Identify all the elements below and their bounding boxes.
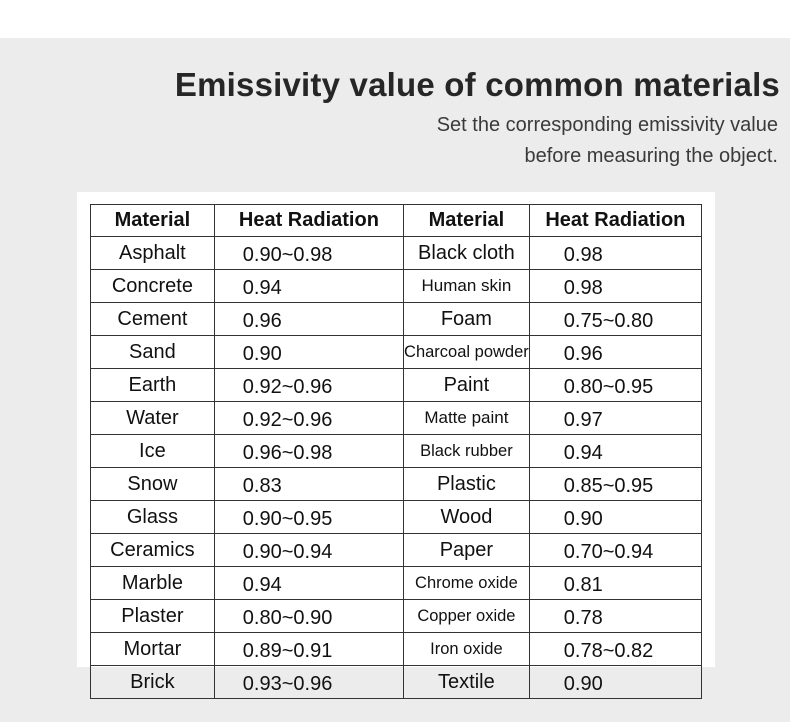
heat-radiation-cell: 0.90~0.98: [213, 236, 405, 270]
heat-radiation-cell: 0.94: [528, 434, 703, 468]
heat-radiation-cell: 0.90~0.94: [213, 533, 405, 567]
table-row: Ceramics 0.90~0.94 Paper 0.70~0.94: [90, 533, 703, 567]
material-cell: Copper oxide: [403, 599, 530, 633]
material-cell: Paint: [403, 368, 530, 402]
heat-radiation-cell: 0.96~0.98: [213, 434, 405, 468]
heat-radiation-cell: 0.94: [213, 566, 405, 600]
table-row: Concrete 0.94 Human skin 0.98: [90, 269, 703, 303]
material-cell: Paper: [403, 533, 530, 567]
material-cell: Chrome oxide: [403, 566, 530, 600]
table-row: Brick 0.93~0.96 Textile 0.90: [90, 665, 703, 699]
heat-radiation-cell: 0.80~0.90: [213, 599, 405, 633]
heat-radiation-cell: 0.96: [213, 302, 405, 336]
table-row: Sand 0.90 Charcoal powder 0.96: [90, 335, 703, 369]
column-header-material-1: Material: [90, 204, 215, 237]
material-cell: Charcoal powder: [403, 335, 530, 369]
material-cell: Foam: [403, 302, 530, 336]
material-cell: Ice: [90, 434, 215, 468]
heat-radiation-cell: 0.78~0.82: [528, 632, 703, 666]
material-cell: Black cloth: [403, 236, 530, 270]
material-cell: Concrete: [90, 269, 215, 303]
heat-radiation-cell: 0.96: [528, 335, 703, 369]
material-cell: Earth: [90, 368, 215, 402]
table-row: Snow 0.83 Plastic 0.85~0.95: [90, 467, 703, 501]
heat-radiation-cell: 0.90: [528, 500, 703, 534]
heat-radiation-cell: 0.89~0.91: [213, 632, 405, 666]
heat-radiation-cell: 0.93~0.96: [213, 665, 405, 699]
material-cell: Human skin: [403, 269, 530, 303]
emissivity-table-card: Material Heat Radiation Material Heat Ra…: [77, 192, 715, 699]
heat-radiation-cell: 0.97: [528, 401, 703, 435]
heat-radiation-cell: 0.92~0.96: [213, 401, 405, 435]
subtitle-line-1: Set the corresponding emissivity value: [436, 114, 778, 136]
heat-radiation-cell: 0.85~0.95: [528, 467, 703, 501]
page-subtitle: Set the corresponding emissivity value b…: [437, 110, 778, 172]
table-row: Cement 0.96 Foam 0.75~0.80: [90, 302, 703, 336]
material-cell: Textile: [403, 665, 530, 699]
column-header-heat-radiation-2: Heat Radiation: [528, 204, 703, 237]
table-header-row: Material Heat Radiation Material Heat Ra…: [90, 204, 703, 237]
table-row: Mortar 0.89~0.91 Iron oxide 0.78~0.82: [90, 632, 703, 666]
page-title: Emissivity value of common materials: [174, 66, 780, 103]
emissivity-table: Material Heat Radiation Material Heat Ra…: [90, 204, 703, 699]
material-cell: Glass: [90, 500, 215, 534]
table-row: Marble 0.94 Chrome oxide 0.81: [90, 566, 703, 600]
heat-radiation-cell: 0.92~0.96: [213, 368, 405, 402]
heat-radiation-cell: 0.98: [528, 236, 703, 270]
table-row: Water 0.92~0.96 Matte paint 0.97: [90, 401, 703, 435]
material-cell: Mortar: [90, 632, 215, 666]
material-cell: Iron oxide: [403, 632, 530, 666]
material-cell: Matte paint: [403, 401, 530, 435]
heat-radiation-cell: 0.90: [213, 335, 405, 369]
table-row: Earth 0.92~0.96 Paint 0.80~0.95: [90, 368, 703, 402]
material-cell: Asphalt: [90, 236, 215, 270]
heat-radiation-cell: 0.83: [213, 467, 405, 501]
material-cell: Plaster: [90, 599, 215, 633]
heat-radiation-cell: 0.98: [528, 269, 703, 303]
material-cell: Black rubber: [403, 434, 530, 468]
heat-radiation-cell: 0.80~0.95: [528, 368, 703, 402]
heat-radiation-cell: 0.75~0.80: [528, 302, 703, 336]
material-cell: Brick: [90, 665, 215, 699]
material-cell: Marble: [90, 566, 215, 600]
heat-radiation-cell: 0.81: [528, 566, 703, 600]
material-cell: Cement: [90, 302, 215, 336]
table-row: Plaster 0.80~0.90 Copper oxide 0.78: [90, 599, 703, 633]
material-cell: Wood: [403, 500, 530, 534]
heat-radiation-cell: 0.90~0.95: [213, 500, 405, 534]
material-cell: Snow: [90, 467, 215, 501]
heat-radiation-cell: 0.78: [528, 599, 703, 633]
material-cell: Plastic: [403, 467, 530, 501]
material-cell: Sand: [90, 335, 215, 369]
table-row: Asphalt 0.90~0.98 Black cloth 0.98: [90, 236, 703, 270]
material-cell: Ceramics: [90, 533, 215, 567]
heat-radiation-cell: 0.94: [213, 269, 405, 303]
table-row: Glass 0.90~0.95 Wood 0.90: [90, 500, 703, 534]
subtitle-line-2: before measuring the object.: [524, 145, 779, 167]
heat-radiation-cell: 0.70~0.94: [528, 533, 703, 567]
heat-radiation-cell: 0.90: [528, 665, 703, 699]
table-row: Ice 0.96~0.98 Black rubber 0.94: [90, 434, 703, 468]
column-header-heat-radiation-1: Heat Radiation: [213, 204, 405, 237]
material-cell: Water: [90, 401, 215, 435]
column-header-material-2: Material: [403, 204, 530, 237]
